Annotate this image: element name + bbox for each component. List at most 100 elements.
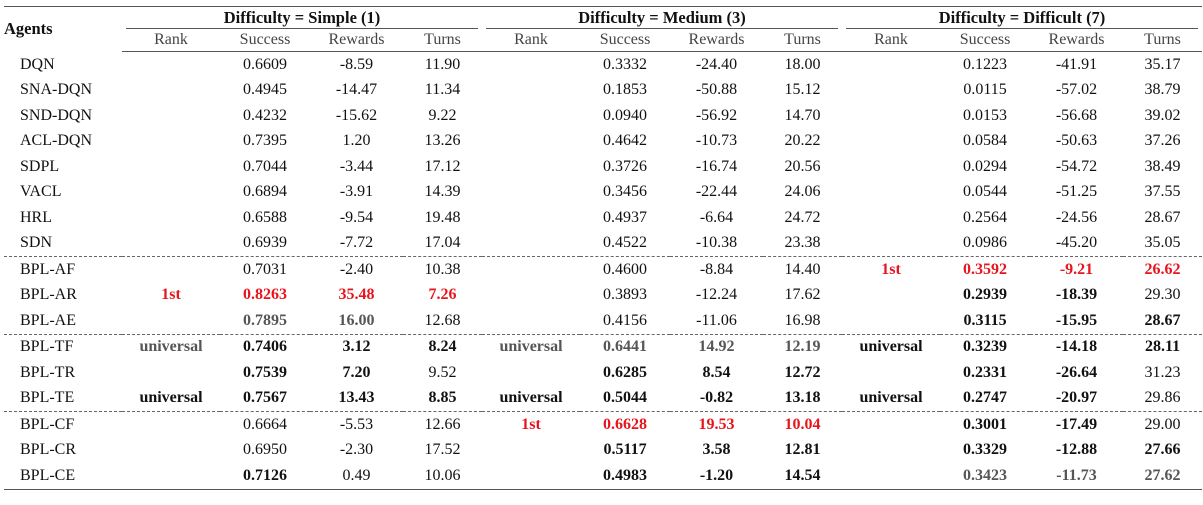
table-cell-turns: 12.72 — [784, 363, 821, 381]
table-cell-success: 0.0294 — [963, 157, 1008, 175]
table-cell-rewards: -56.92 — [695, 106, 738, 124]
table-cell-rank — [482, 154, 580, 180]
table-cell-turns: 15.12 — [784, 81, 821, 99]
table-row: SNA-DQN 0.4945 -14.47 11.34 0.1853 -50.88 15.1… — [4, 78, 1202, 104]
table-cell-rank — [122, 205, 220, 231]
table-cell-turns: 8.24 — [403, 333, 483, 360]
table-cell-rank — [122, 463, 220, 490]
table-cell-turns: 39.02 — [1144, 106, 1181, 124]
table-cell-rewards: -11.73 — [1030, 463, 1124, 490]
table-cell-rewards: -50.63 — [1055, 132, 1098, 150]
table-cell-rewards: -7.72 — [339, 234, 374, 252]
table-cell-turns: 11.90 — [424, 55, 461, 73]
table-cell-rank: universal — [482, 333, 581, 360]
table-cell-rank — [482, 231, 580, 257]
table-cell-rank: universal — [859, 389, 923, 407]
table-cell-rank — [842, 205, 940, 231]
table-cell-rank — [842, 78, 940, 104]
table-cell-success: 0.4937 — [603, 208, 648, 226]
table-cell-turns: 14.70 — [784, 106, 821, 124]
table-cell-turns: 12.81 — [784, 441, 821, 459]
table-cell-rewards: -9.21 — [1030, 256, 1124, 283]
table-cell-turns: 17.52 — [424, 441, 461, 459]
results-table: Agents Difficulty = Simple (1) Difficult… — [4, 6, 1203, 490]
table-cell-success: 0.7895 — [243, 311, 287, 329]
table-cell-turns: 14.40 — [763, 256, 843, 283]
agent-name: SDPL — [20, 157, 60, 175]
table-cell-rank — [122, 231, 220, 257]
table-cell-turns: 14.39 — [424, 183, 461, 201]
table-cell-rewards: -8.84 — [670, 256, 764, 283]
table-cell-turns: 23.38 — [784, 234, 821, 252]
table-cell-turns: 9.22 — [428, 106, 457, 124]
table-cell-rank — [842, 129, 940, 155]
table-cell-turns: 10.06 — [403, 463, 483, 490]
table-row: BPL-CE 0.7126 0.49 10.06 0.4983 -1.20 14.54 0.3… — [4, 463, 1203, 490]
table-cell-rewards: -8.59 — [339, 55, 374, 73]
table-cell-rank — [122, 438, 220, 464]
table-cell-rank — [122, 411, 220, 438]
table-cell-rewards: -3.44 — [339, 157, 374, 175]
table-cell-success: 0.3239 — [940, 333, 1031, 360]
table-cell-rank — [842, 308, 940, 334]
table-cell-rewards: -15.62 — [335, 106, 378, 124]
table-cell-turns: 10.38 — [403, 256, 483, 283]
table-cell-success: 0.4522 — [603, 234, 648, 252]
table-row: SDPL 0.7044 -3.44 17.12 0.3726 -16.74 20.56 0.0… — [4, 154, 1202, 180]
agent-name: HRL — [20, 208, 52, 226]
table-cell-success: 0.6609 — [243, 55, 287, 73]
table-cell-turns: 9.52 — [428, 363, 457, 381]
table-cell-rank — [482, 438, 580, 464]
table-cell-rewards: 35.48 — [338, 286, 375, 304]
table-cell-rewards: 1.20 — [342, 132, 371, 150]
table-cell-turns: 7.26 — [428, 286, 457, 304]
table-cell-success: 0.7539 — [243, 363, 287, 381]
table-cell-turns: 8.85 — [428, 389, 457, 407]
table-cell-success: 0.0115 — [963, 81, 1007, 99]
table-row: VACL 0.6894 -3.91 14.39 0.3456 -22.44 24.06 0.0… — [4, 180, 1202, 206]
table-cell-success: 0.4945 — [243, 81, 287, 99]
table-cell-turns: 28.67 — [1144, 208, 1181, 226]
table-cell-rewards: -2.40 — [310, 256, 403, 283]
table-cell-rewards: -24.56 — [1055, 208, 1098, 226]
agent-name: BPL-TE — [20, 389, 75, 407]
table-cell-success: 0.2939 — [963, 286, 1008, 304]
table-cell-turns: 18.00 — [784, 55, 821, 73]
table-cell-success: 0.3332 — [603, 55, 648, 73]
table-cell-rank — [482, 256, 581, 283]
table-cell-success: 0.7567 — [243, 389, 287, 407]
agent-name: VACL — [20, 183, 62, 201]
table-row: BPL-AR 1st 0.8263 35.48 7.26 0.3893 -12.24 17.6… — [4, 283, 1202, 309]
table-cell-turns: 28.67 — [1144, 311, 1181, 329]
table-cell-rewards: -1.20 — [670, 463, 764, 490]
table-cell-rewards: -11.06 — [696, 311, 737, 329]
table-row: BPL-TR 0.7539 7.20 9.52 0.6285 8.54 12.72 0.233… — [4, 360, 1202, 386]
table-cell-rank: 1st — [161, 286, 181, 304]
agent-name: BPL-TR — [20, 363, 76, 381]
agent-name: DQN — [20, 55, 55, 73]
table-cell-success: 0.4983 — [580, 463, 671, 490]
agent-name: BPL-CE — [4, 463, 122, 490]
subheader-rewards: Rewards — [310, 29, 403, 52]
table-cell-rewards: -45.20 — [1055, 234, 1098, 252]
table-cell-rewards: -12.24 — [695, 286, 738, 304]
subheader-turns: Turns — [1123, 29, 1203, 52]
table-cell-rewards: -5.53 — [310, 411, 403, 438]
table-cell-turns: 27.66 — [1144, 441, 1181, 459]
agent-name: BPL-AE — [20, 311, 76, 329]
table-cell-turns: 28.11 — [1123, 333, 1203, 360]
table-cell-rewards: -12.88 — [1055, 441, 1098, 459]
table-row: ACL-DQN 0.7395 1.20 13.26 0.4642 -10.73 20.22 0… — [4, 129, 1202, 155]
table-cell-success: 0.6441 — [580, 333, 671, 360]
table-cell-rank — [842, 463, 941, 490]
table-cell-success: 0.6664 — [220, 411, 310, 438]
table-cell-success: 0.0584 — [963, 132, 1008, 150]
table-cell-rank — [482, 180, 580, 206]
table-cell-turns: 13.18 — [784, 389, 821, 407]
table-cell-rewards: -14.18 — [1030, 333, 1124, 360]
table-cell-rewards: -6.64 — [699, 208, 734, 226]
table-cell-turns: 17.04 — [424, 234, 461, 252]
subheader-turns: Turns — [403, 29, 483, 52]
table-cell-rewards: 7.20 — [342, 363, 371, 381]
table-cell-rank: universal — [122, 333, 220, 360]
